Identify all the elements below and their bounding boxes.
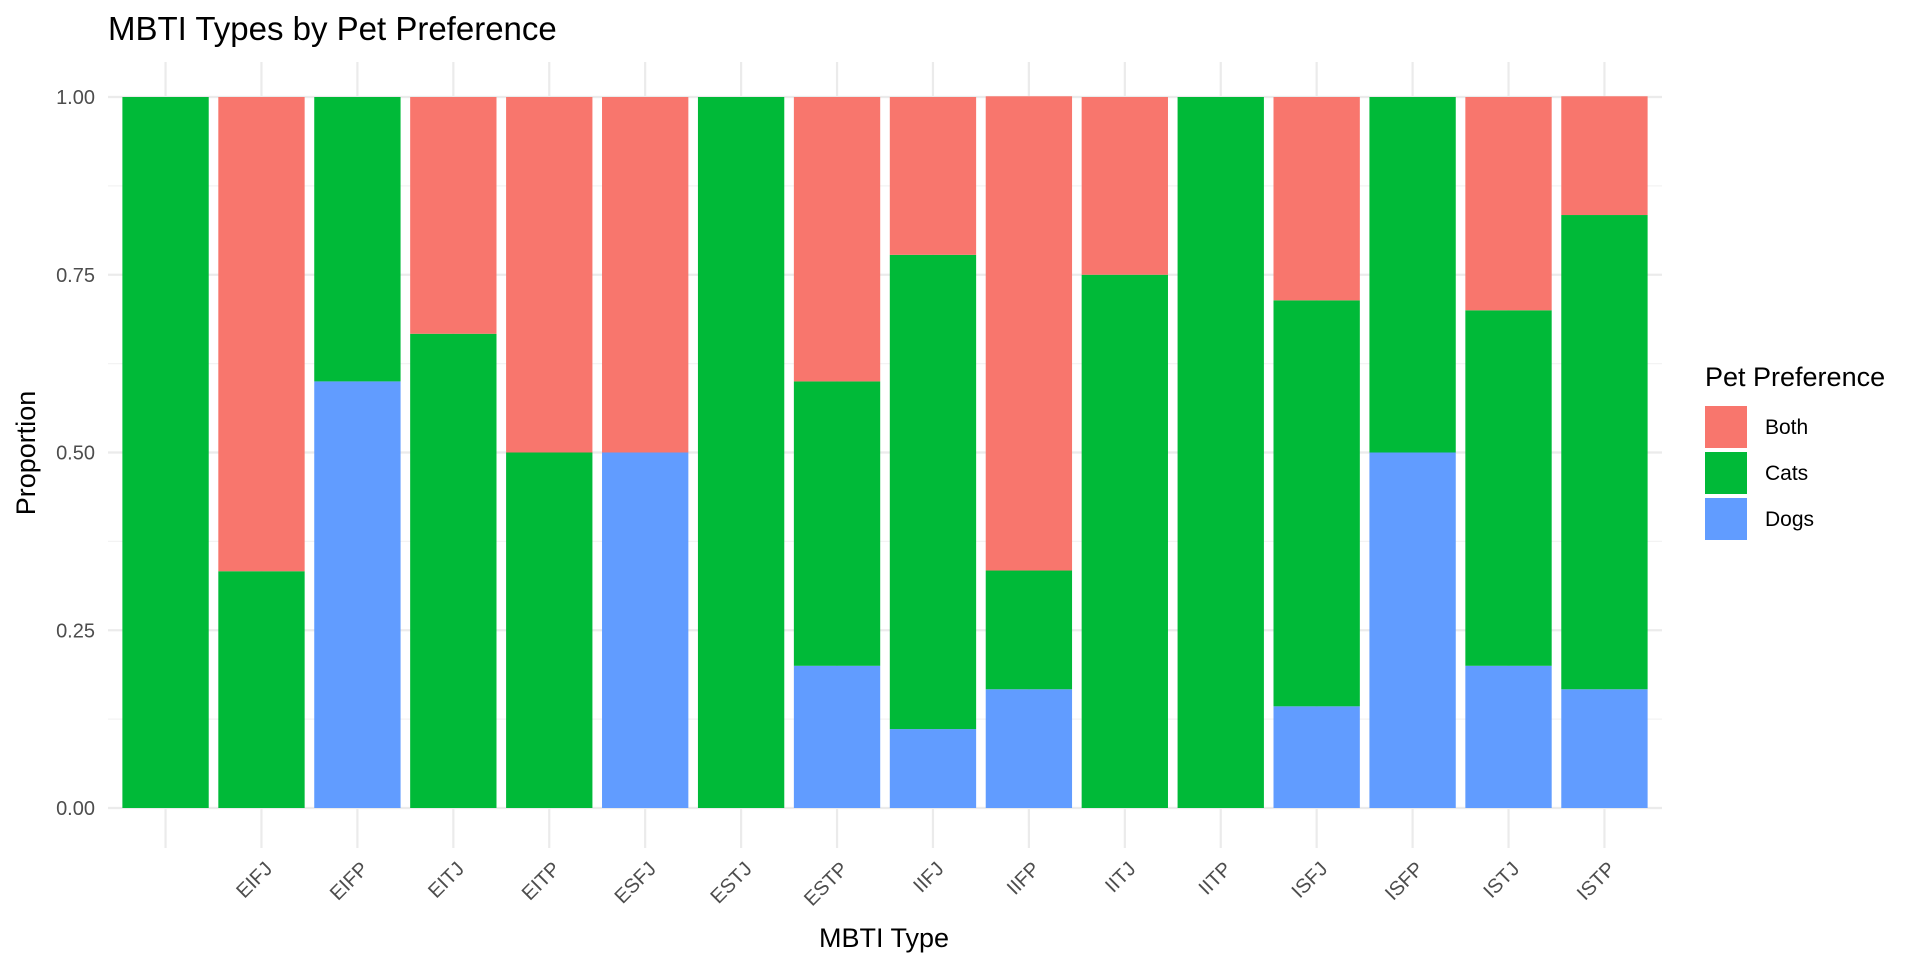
bar-cats-eifp [314,97,401,382]
bar-dogs-eifp [314,381,401,808]
bar-dogs-estp [793,665,881,808]
x-axis-title: MBTI Type [819,923,949,953]
x-tick-label: ISTP [1573,858,1620,905]
x-tick-label: ISFJ [1288,858,1333,903]
x-tick-label: ESFJ [611,858,661,908]
x-tick-label: IIFP [1003,858,1044,899]
x-tick-label: EIFJ [232,858,277,903]
y-tick-label: 1.00 [56,87,95,109]
y-tick-label: 0.50 [56,443,95,465]
bar-cats-isfp [1369,97,1456,453]
legend-label-cats: Cats [1765,462,1808,485]
bar-cats-blank [122,97,209,808]
bar-dogs-iifj [889,729,977,808]
bar-cats-iifp [985,570,1073,690]
bar-both-eitp [506,97,593,453]
x-axis-ticks: EIFJ EIFP EITJ EITP ESFJ ESTJ ESTP IIFJ IIFP IITJ… [164,826,1620,911]
x-tick-label: IITJ [1101,858,1140,897]
bar-dogs-esfj [602,452,689,808]
x-tick-label: ESTJ [707,858,757,908]
x-tick-label: IITP [1195,858,1236,899]
bar-cats-estj [697,97,785,808]
x-tick-label: ESTP [800,858,853,911]
bar-cats-iitp [1177,97,1264,808]
y-tick-label: 0.75 [56,265,95,287]
bar-both-isfj [1273,97,1360,301]
x-tick-label: EITJ [424,858,469,903]
bar-cats-eitj [410,333,497,808]
bars [122,96,1648,808]
bar-cats-iifj [889,254,977,730]
y-tick-label: 0.00 [56,798,95,820]
bar-cats-istp [1561,215,1648,690]
bar-both-iifj [889,97,977,255]
chart-title: MBTI Types by Pet Preference [108,10,557,47]
x-tick-label: EITP [518,858,565,905]
bar-both-iifp [985,96,1073,571]
bar-both-esfj [602,97,689,453]
bar-both-istj [1465,97,1552,311]
y-tick-label: 0.25 [56,620,95,642]
bar-cats-eitp [506,452,593,808]
x-tick-label: ISFP [1381,858,1428,905]
bar-cats-eifj [218,571,305,808]
bar-dogs-istj [1465,665,1552,808]
y-axis-title: Proportion [11,391,41,516]
bar-cats-estp [793,381,881,666]
legend-label-both: Both [1765,416,1808,439]
x-tick-label: EIFP [326,858,373,905]
bar-cats-istj [1465,310,1552,666]
bar-dogs-isfp [1369,452,1456,808]
bar-dogs-istp [1561,689,1648,808]
bar-both-eifj [218,97,305,572]
bar-cats-iitj [1081,274,1168,808]
y-axis-ticks: 0.00 0.25 0.50 0.75 1.00 [56,87,95,820]
x-tick-label: IIFJ [909,858,948,897]
bar-both-iitj [1081,97,1168,275]
legend-key-dogs [1705,498,1747,540]
bar-cats-isfj [1273,300,1360,707]
legend-label-dogs: Dogs [1765,508,1814,531]
bar-both-estp [793,97,881,382]
bar-both-istp [1561,96,1648,216]
legend-key-cats [1705,452,1747,494]
bar-both-eitj [410,97,497,334]
legend-title: Pet Preference [1705,362,1885,392]
legend: Pet Preference Both Cats Dogs [1705,362,1885,540]
x-tick-label: ISTJ [1479,858,1524,903]
bar-dogs-iifp [985,689,1073,808]
legend-key-both [1705,406,1747,448]
bar-dogs-isfj [1273,706,1360,808]
